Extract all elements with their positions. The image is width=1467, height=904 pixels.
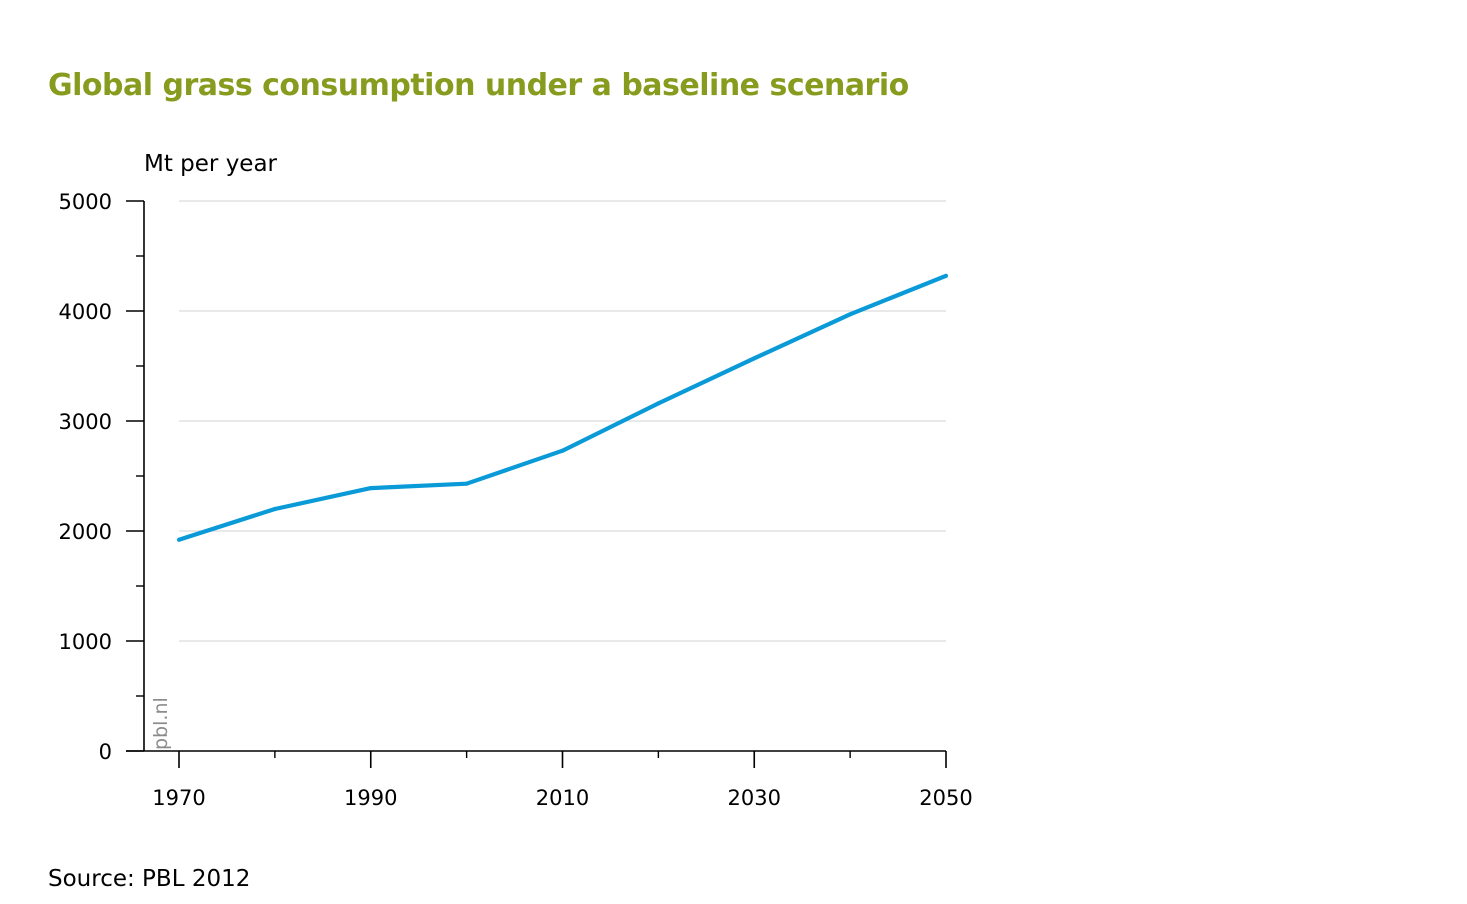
y-tick-label-5000: 5000: [59, 190, 112, 214]
series-line-0: [178, 273, 947, 542]
data-point-2030: [752, 356, 757, 361]
axes: [126, 200, 947, 768]
data-point-1990: [368, 486, 373, 491]
chart-title: Global grass consumption under a baselin…: [48, 68, 909, 103]
data-point-2040: [848, 312, 853, 317]
x-tick-label-1990: 1990: [344, 786, 397, 810]
x-tick-label-2010: 2010: [536, 786, 589, 810]
y-tick-label-0: 0: [99, 740, 112, 764]
tick-labels: 0 1000 2000 3000 4000 5000 1970 1990 2010 2030 205…: [59, 190, 973, 810]
gridlines: [179, 200, 946, 642]
x-tick-label-1970: 1970: [152, 786, 205, 810]
data-point-2000: [464, 481, 469, 486]
x-tick-label-2050: 2050: [919, 786, 972, 810]
watermark-text: pbl.nl: [150, 697, 172, 750]
y-axis-unit-label: Mt per year: [144, 151, 278, 177]
data-point-1980: [272, 506, 277, 512]
source-note: Source: PBL 2012: [48, 866, 251, 892]
data-point-2050: [943, 273, 949, 278]
data-point-2010: [560, 448, 565, 453]
data-point-2020: [656, 401, 661, 406]
y-tick-label-4000: 4000: [59, 300, 112, 324]
series-layer: [176, 273, 949, 542]
y-tick-label-3000: 3000: [59, 410, 112, 434]
y-tick-label-2000: 2000: [59, 520, 112, 544]
y-tick-label-1000: 1000: [59, 630, 112, 654]
x-tick-label-2030: 2030: [728, 786, 781, 810]
data-point-1970: [176, 537, 182, 542]
